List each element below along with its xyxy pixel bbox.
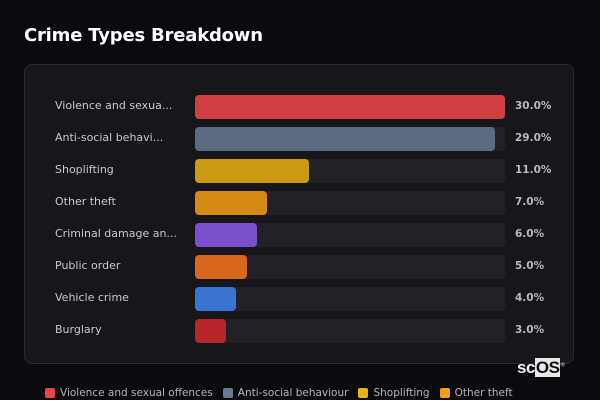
logo-boxed: OS: [534, 358, 561, 377]
bar-track: [195, 95, 505, 119]
bar-row: Burglary 3.0%: [25, 319, 573, 343]
bar-row: Public order 5.0%: [25, 255, 573, 279]
legend-label: Violence and sexual offences: [60, 387, 213, 399]
scos-logo: scOS®: [517, 358, 565, 378]
bar-row: Violence and sexua... 30.0%: [25, 95, 573, 119]
bar-value: 4.0%: [515, 292, 545, 304]
bar-label: Vehicle crime: [55, 291, 129, 304]
bar-row: Anti-social behavi... 29.0%: [25, 127, 573, 151]
bar[interactable]: [195, 319, 226, 343]
bar-track: [195, 223, 505, 247]
bar-track: [195, 287, 505, 311]
bar-label: Criminal damage an...: [55, 227, 177, 240]
chart-legend: Violence and sexual offences Anti-social …: [45, 387, 513, 399]
bar-label: Anti-social behavi...: [55, 131, 164, 144]
bar[interactable]: [195, 159, 309, 183]
bar-value: 29.0%: [515, 132, 552, 144]
bar-label: Burglary: [55, 323, 102, 336]
bar-value: 7.0%: [515, 196, 545, 208]
bar-value: 30.0%: [515, 100, 552, 112]
bar-value: 5.0%: [515, 260, 545, 272]
legend-swatch: [358, 388, 369, 398]
legend-item[interactable]: Shoplifting: [358, 387, 430, 399]
legend-item[interactable]: Other theft: [439, 387, 513, 399]
bar[interactable]: [195, 287, 237, 311]
bar-track: [195, 255, 505, 279]
legend-label: Anti-social behaviour: [237, 387, 349, 399]
chart-panel: Violence and sexua... 30.0% Anti-social b…: [24, 64, 574, 364]
chart-title: Crime Types Breakdown: [24, 25, 263, 46]
bar-row: Shoplifting 11.0%: [25, 159, 573, 183]
bar-label: Other theft: [55, 195, 116, 208]
legend-swatch: [45, 388, 55, 398]
bar[interactable]: [195, 255, 247, 279]
bar-row: Criminal damage an... 6.0%: [25, 223, 573, 247]
bar-row: Other theft 7.0%: [25, 191, 573, 215]
bar-label: Violence and sexua...: [55, 99, 173, 112]
bar-track: [195, 319, 505, 343]
registered-mark: ®: [560, 362, 565, 369]
bar[interactable]: [195, 95, 505, 119]
legend-item[interactable]: Violence and sexual offences: [45, 387, 213, 399]
bar-value: 3.0%: [515, 324, 545, 336]
bar-track: [195, 191, 505, 215]
legend-swatch: [439, 388, 450, 398]
bar[interactable]: [195, 223, 257, 247]
bar-row: Vehicle crime 4.0%: [25, 287, 573, 311]
bar-track: [195, 159, 505, 183]
bar-value: 11.0%: [515, 164, 552, 176]
bar-value: 6.0%: [515, 228, 545, 240]
legend-swatch: [222, 388, 233, 398]
bar-track: [195, 127, 505, 151]
legend-label: Other theft: [454, 387, 513, 399]
legend-label: Shoplifting: [373, 387, 430, 399]
bar[interactable]: [195, 191, 268, 215]
bar-label: Shoplifting: [55, 163, 114, 176]
logo-prefix: sc: [517, 358, 535, 377]
bar[interactable]: [195, 127, 495, 151]
bar-label: Public order: [55, 259, 121, 272]
legend-item[interactable]: Anti-social behaviour: [222, 387, 349, 399]
